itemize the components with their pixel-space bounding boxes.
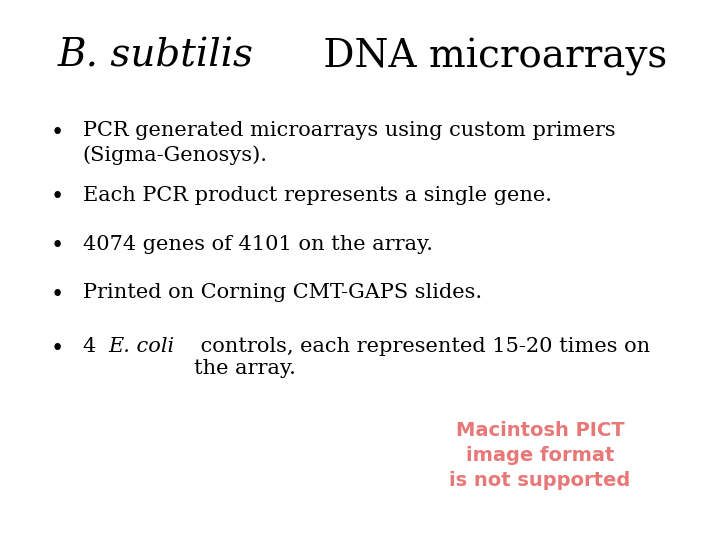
Text: 4074 genes of 4101 on the array.: 4074 genes of 4101 on the array. <box>83 235 433 254</box>
Text: controls, each represented 15-20 times on
the array.: controls, each represented 15-20 times o… <box>194 338 650 379</box>
Text: Each PCR product represents a single gene.: Each PCR product represents a single gen… <box>83 186 552 205</box>
Text: •: • <box>50 186 63 208</box>
Text: E. coli: E. coli <box>109 338 174 356</box>
Text: 4: 4 <box>83 338 103 356</box>
Text: Macintosh PICT
image format
is not supported: Macintosh PICT image format is not suppo… <box>449 421 631 490</box>
Text: •: • <box>50 338 63 360</box>
Text: •: • <box>50 122 63 144</box>
Text: DNA microarrays: DNA microarrays <box>310 38 667 76</box>
Text: •: • <box>50 235 63 257</box>
Text: B. subtilis: B. subtilis <box>58 38 253 75</box>
Text: Printed on Corning CMT-GAPS slides.: Printed on Corning CMT-GAPS slides. <box>83 284 482 302</box>
Text: •: • <box>50 284 63 306</box>
Text: PCR generated microarrays using custom primers
(Sigma-Genosys).: PCR generated microarrays using custom p… <box>83 122 616 165</box>
